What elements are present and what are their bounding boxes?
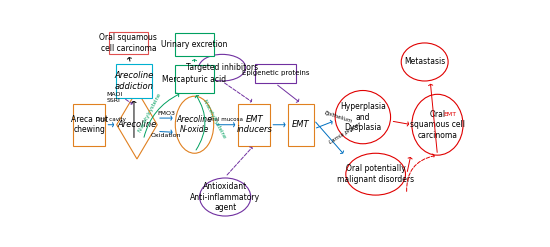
Text: Antioxidant
Anti-inflammatory
agent: Antioxidant Anti-inflammatory agent: [190, 182, 260, 212]
FancyBboxPatch shape: [116, 64, 152, 98]
Text: Mercapturic acid: Mercapturic acid: [162, 75, 227, 83]
Text: Oral squamous
cell carcinoma: Oral squamous cell carcinoma: [100, 33, 157, 53]
Ellipse shape: [412, 94, 463, 155]
Text: Areca nut
chewing: Areca nut chewing: [70, 115, 108, 134]
Text: Epigenetic proteins: Epigenetic proteins: [242, 70, 309, 76]
Ellipse shape: [175, 96, 213, 153]
Text: Metastasis: Metastasis: [404, 58, 446, 66]
FancyBboxPatch shape: [73, 104, 105, 146]
Text: Oxidation: Oxidation: [151, 133, 181, 138]
Text: Targeted inhibitors: Targeted inhibitors: [186, 63, 258, 72]
Text: Oral potentially
malignant disorders: Oral potentially malignant disorders: [337, 165, 414, 184]
Text: Epithelium: Epithelium: [323, 111, 353, 124]
Text: Oral cavity: Oral cavity: [96, 117, 126, 122]
FancyBboxPatch shape: [288, 104, 314, 146]
Text: MAOI
SSRI: MAOI SSRI: [106, 92, 123, 103]
Ellipse shape: [200, 178, 251, 216]
Ellipse shape: [335, 90, 390, 144]
Text: Arecoline: Arecoline: [117, 120, 157, 129]
FancyBboxPatch shape: [109, 32, 147, 54]
Text: EMT: EMT: [292, 120, 310, 129]
Text: Urinary excretion: Urinary excretion: [161, 40, 228, 49]
FancyBboxPatch shape: [175, 65, 213, 93]
Ellipse shape: [401, 43, 448, 81]
Text: EMT
inducers: EMT inducers: [236, 115, 272, 134]
Text: Lamia proper: Lamia proper: [329, 122, 362, 145]
Ellipse shape: [199, 54, 246, 81]
Text: Arecoline
N-oxide: Arecoline N-oxide: [177, 115, 212, 134]
Text: Oral mucosa: Oral mucosa: [208, 117, 243, 122]
Text: N-acetylcysteine: N-acetylcysteine: [137, 92, 162, 133]
Text: EMT: EMT: [443, 112, 456, 117]
FancyBboxPatch shape: [255, 64, 296, 83]
FancyBboxPatch shape: [238, 104, 270, 146]
Polygon shape: [117, 90, 157, 159]
Text: Hyperplasia
and
Dysplasia: Hyperplasia and Dysplasia: [340, 102, 386, 132]
Text: Oral
squamous cell
carcinoma: Oral squamous cell carcinoma: [410, 110, 465, 140]
Text: Arecoline
addiction: Arecoline addiction: [114, 71, 153, 91]
Text: N-acetylcysteine: N-acetylcysteine: [201, 98, 226, 140]
Text: FMO3: FMO3: [157, 111, 175, 116]
FancyBboxPatch shape: [175, 33, 213, 56]
Ellipse shape: [346, 153, 405, 195]
